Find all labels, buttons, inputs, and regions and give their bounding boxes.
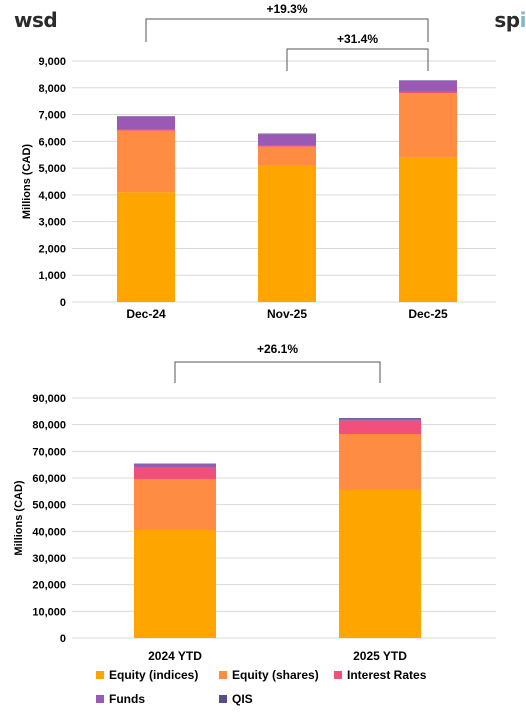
y-tick-label: 60,000 (32, 473, 66, 485)
bar-segment (258, 146, 316, 166)
x-category-label: Nov-25 (267, 307, 307, 321)
legend-item: Funds (96, 692, 145, 706)
bar-segment (339, 420, 421, 434)
bar-segment (258, 145, 316, 147)
y-tick-label: 3,000 (38, 217, 66, 229)
legend-item: QIS (219, 692, 253, 706)
legend-swatch (219, 671, 227, 679)
legend-swatch (334, 671, 342, 679)
x-category-label: Dec-25 (408, 307, 448, 321)
bar-segment (339, 434, 421, 490)
growth-annotation: +26.1% (257, 342, 298, 356)
y-tick-label: 70,000 (32, 446, 66, 458)
bar-segment (399, 91, 457, 94)
y-tick-label: 80,000 (32, 420, 66, 432)
y-tick-label: 10,000 (32, 606, 66, 618)
growth-annotation: +31.4% (337, 32, 378, 46)
bar-segment (339, 418, 421, 421)
x-category-label: 2024 YTD (148, 649, 202, 663)
spi-logo: spi (494, 8, 526, 32)
legend-label: Interest Rates (347, 668, 427, 682)
growth-bracket (145, 18, 429, 42)
bar-segment (258, 133, 316, 135)
spi-logo-prefix: sp (494, 8, 520, 32)
bar-segment (339, 418, 421, 419)
legend-item: Equity (indices) (96, 668, 198, 682)
y-tick-label: 0 (60, 297, 66, 309)
bar-segment (339, 490, 421, 638)
y-axis-label: Millions (CAD) (21, 144, 33, 219)
y-axis-label: Millions (CAD) (13, 480, 25, 555)
legend-label: QIS (232, 692, 253, 706)
y-tick-label: 4,000 (38, 190, 66, 202)
y-tick-label: 50,000 (32, 500, 66, 512)
legend-swatch (219, 695, 227, 703)
x-category-label: Dec-24 (126, 307, 166, 321)
bar-segment (117, 116, 175, 130)
y-tick-label: 40,000 (32, 526, 66, 538)
bar-segment (117, 116, 175, 117)
wsd-logo: wsd (14, 8, 58, 32)
growth-bracket (174, 361, 381, 383)
legend-label: Equity (indices) (109, 668, 199, 682)
legend-item: Interest Rates (334, 668, 426, 682)
x-category-label: 2025 YTD (353, 649, 407, 663)
bar-segment (117, 130, 175, 193)
y-tick-label: 7,000 (38, 110, 66, 122)
y-tick-label: 90,000 (32, 393, 66, 405)
legend-label: Equity (shares) (232, 668, 319, 682)
spi-logo-suffix: i (519, 8, 526, 32)
y-tick-label: 20,000 (32, 580, 66, 592)
y-tick-label: 0 (60, 633, 66, 645)
bar-segment (134, 463, 216, 465)
bar-segment (134, 464, 216, 468)
bar-segment (399, 93, 457, 158)
legend-label: Funds (109, 692, 145, 706)
legend-item: Equity (shares) (219, 668, 319, 682)
bar-segment (134, 467, 216, 480)
bar-segment (399, 80, 457, 81)
legend-swatch (96, 671, 104, 679)
y-tick-label: 6,000 (38, 136, 66, 148)
bar-segment (399, 157, 457, 302)
bar-segment (399, 80, 457, 92)
y-tick-label: 5,000 (38, 163, 66, 175)
y-tick-label: 2,000 (38, 243, 66, 255)
bar-segment (134, 479, 216, 530)
y-tick-label: 8,000 (38, 83, 66, 95)
growth-bracket (286, 48, 429, 71)
legend-swatch (96, 695, 104, 703)
bar-segment (117, 192, 175, 302)
growth-annotation: +19.3% (266, 2, 307, 16)
bar-segment (117, 129, 175, 131)
y-tick-label: 30,000 (32, 553, 66, 565)
bar-segment (258, 165, 316, 302)
bar-segment (258, 134, 316, 146)
y-tick-label: 1,000 (38, 270, 66, 282)
bar-segment (134, 530, 216, 638)
y-tick-label: 9,000 (38, 56, 66, 68)
